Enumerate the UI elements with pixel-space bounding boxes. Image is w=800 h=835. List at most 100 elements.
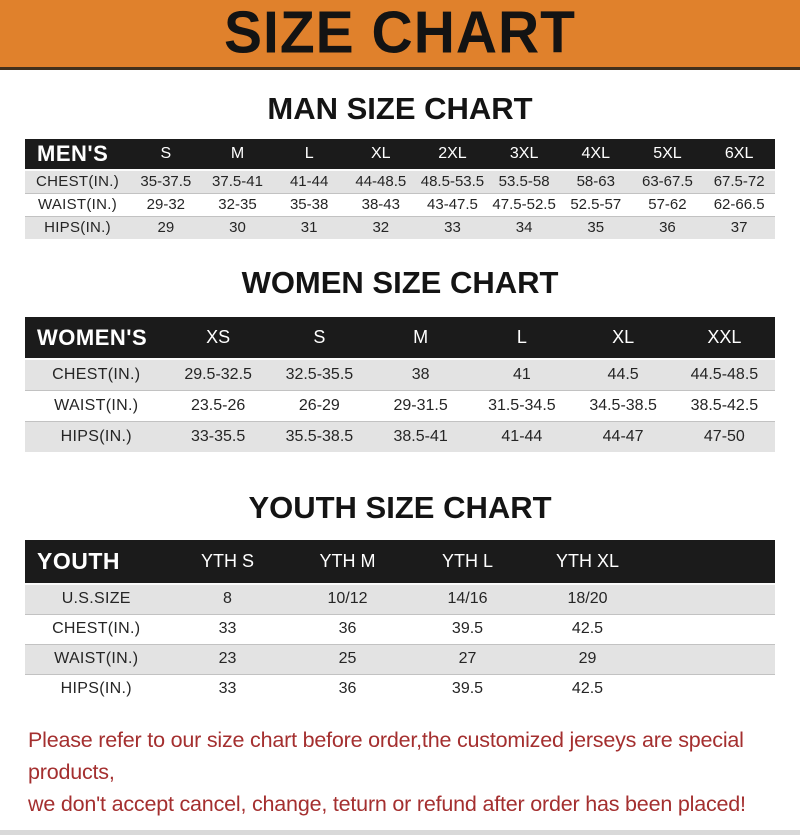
size-cell: 25 (287, 643, 408, 674)
size-cell: 32-35 (201, 192, 274, 216)
size-column-header: YTH XL (527, 540, 648, 585)
size-cell: 37 (703, 215, 775, 239)
size-cell: 38-43 (344, 192, 417, 216)
size-cell: 44.5-48.5 (673, 359, 775, 390)
row-label: U.S.SIZE (25, 584, 168, 614)
size-cell: 35.5-38.5 (268, 420, 370, 452)
size-cell: 44.5 (572, 359, 674, 390)
women-section-title: WOMEN SIZE CHART (241, 265, 559, 300)
size-cell: 35 (559, 215, 632, 239)
size-column-header: 6XL (703, 139, 775, 171)
table-row: HIPS(IN.) 33 36 39.5 42.5 (25, 673, 775, 704)
size-cell: 36 (287, 673, 408, 704)
table-header-row: MEN'S S M L XL 2XL 3XL 4XL 5XL 6XL (25, 139, 775, 171)
size-column-header: L (273, 139, 345, 171)
size-cell: 52.5-57 (559, 192, 632, 216)
size-column-header: 5XL (631, 139, 704, 171)
size-cell: 48.5-53.5 (416, 170, 489, 193)
bottom-strip (0, 830, 800, 835)
row-label: CHEST(IN.) (25, 613, 168, 644)
size-cell: 31 (273, 215, 345, 239)
size-cell: 29.5-32.5 (167, 359, 269, 390)
table-header-label: WOMEN'S (25, 317, 168, 360)
size-cell: 43-47.5 (416, 192, 489, 216)
size-column-header: S (268, 317, 370, 360)
table-header-label: MEN'S (25, 139, 130, 171)
size-cell: 41 (471, 359, 573, 390)
size-cell: 32.5-35.5 (268, 359, 370, 390)
size-cell: 39.5 (407, 673, 528, 704)
size-cell: 18/20 (527, 584, 648, 614)
size-cell: 53.5-58 (488, 170, 560, 193)
table-row: WAIST(IN.) 23 25 27 29 (25, 643, 775, 674)
size-column-header: 3XL (488, 139, 560, 171)
size-cell: 42.5 (527, 673, 648, 704)
size-column-header: XL (344, 139, 417, 171)
section-youth: YOUTH SIZE CHART YOUTH YTH S YTH M YTH L YTH… (0, 490, 800, 704)
size-cell: 39.5 (407, 613, 528, 644)
filler-cell (647, 584, 775, 614)
table-row: WAIST(IN.) 23.5-26 26-29 29-31.5 31.5-34.5 34… (25, 389, 775, 421)
size-cell: 23.5-26 (167, 389, 269, 421)
size-cell: 35-38 (273, 192, 345, 216)
table-row: HIPS(IN.) 29 30 31 32 33 34 35 36 37 (25, 215, 775, 239)
size-column-header: YTH M (287, 540, 408, 585)
size-cell: 37.5-41 (201, 170, 274, 193)
size-cell: 29-31.5 (370, 389, 472, 421)
filler-cell (647, 643, 775, 674)
size-column-header: XS (167, 317, 269, 360)
size-cell: 58-63 (559, 170, 632, 193)
table-row: WAIST(IN.) 29-32 32-35 35-38 38-43 43-47.5 47.… (25, 192, 775, 216)
table-row: HIPS(IN.) 33-35.5 35.5-38.5 38.5-41 41-44 44-… (25, 420, 775, 452)
size-cell: 33-35.5 (167, 420, 269, 452)
size-cell: 8 (167, 584, 288, 614)
men-size-table: MEN'S S M L XL 2XL 3XL 4XL 5XL 6XL CHEST(IN.) 35-37… (25, 139, 775, 239)
table-row: CHEST(IN.) 29.5-32.5 32.5-35.5 38 41 44.5 44.5… (25, 359, 775, 390)
size-column-header: XXL (673, 317, 775, 360)
size-cell: 44-48.5 (344, 170, 417, 193)
size-cell: 62-66.5 (703, 192, 775, 216)
size-column-header: XL (572, 317, 674, 360)
table-row: CHEST(IN.) 35-37.5 37.5-41 41-44 44-48.5 48.5… (25, 170, 775, 193)
footer-line-2: we don't accept cancel, change, teturn o… (28, 792, 746, 816)
size-cell: 10/12 (287, 584, 408, 614)
size-column-header: YTH L (407, 540, 528, 585)
size-cell: 38.5-42.5 (673, 389, 775, 421)
size-column-header: 2XL (416, 139, 489, 171)
size-cell: 30 (201, 215, 274, 239)
row-label: CHEST(IN.) (25, 359, 168, 390)
banner-title: SIZE CHART (224, 0, 576, 67)
section-men: MAN SIZE CHART MEN'S S M L XL 2XL 3XL 4XL 5XL 6XL… (0, 91, 800, 239)
filler-cell (647, 613, 775, 644)
banner: SIZE CHART (0, 0, 800, 70)
youth-section-title: YOUTH SIZE CHART (248, 490, 552, 525)
row-label: WAIST(IN.) (25, 643, 168, 674)
filler-column (647, 540, 775, 585)
footer-line-1: Please refer to our size chart before or… (28, 728, 744, 784)
size-cell: 57-62 (631, 192, 704, 216)
size-cell: 38.5-41 (370, 420, 472, 452)
size-cell: 29 (130, 215, 202, 239)
table-row: U.S.SIZE 8 10/12 14/16 18/20 (25, 584, 775, 614)
table-header-label: YOUTH (25, 540, 168, 585)
women-size-table: WOMEN'S XS S M L XL XXL CHEST(IN.) 29.5-32.5 32.5… (25, 317, 775, 452)
size-column-header: S (130, 139, 202, 171)
size-cell: 38 (370, 359, 472, 390)
row-label: HIPS(IN.) (25, 673, 168, 704)
size-cell: 63-67.5 (631, 170, 704, 193)
size-cell: 67.5-72 (703, 170, 775, 193)
size-column-header: L (471, 317, 573, 360)
size-cell: 34 (488, 215, 560, 239)
size-cell: 36 (287, 613, 408, 644)
size-cell: 36 (631, 215, 704, 239)
size-cell: 33 (167, 673, 288, 704)
size-cell: 47-50 (673, 420, 775, 452)
size-cell: 44-47 (572, 420, 674, 452)
table-row: CHEST(IN.) 33 36 39.5 42.5 (25, 613, 775, 644)
size-cell: 41-44 (273, 170, 345, 193)
row-label: WAIST(IN.) (25, 192, 130, 216)
size-column-header: YTH S (167, 540, 288, 585)
size-column-header: M (201, 139, 274, 171)
size-cell: 26-29 (268, 389, 370, 421)
